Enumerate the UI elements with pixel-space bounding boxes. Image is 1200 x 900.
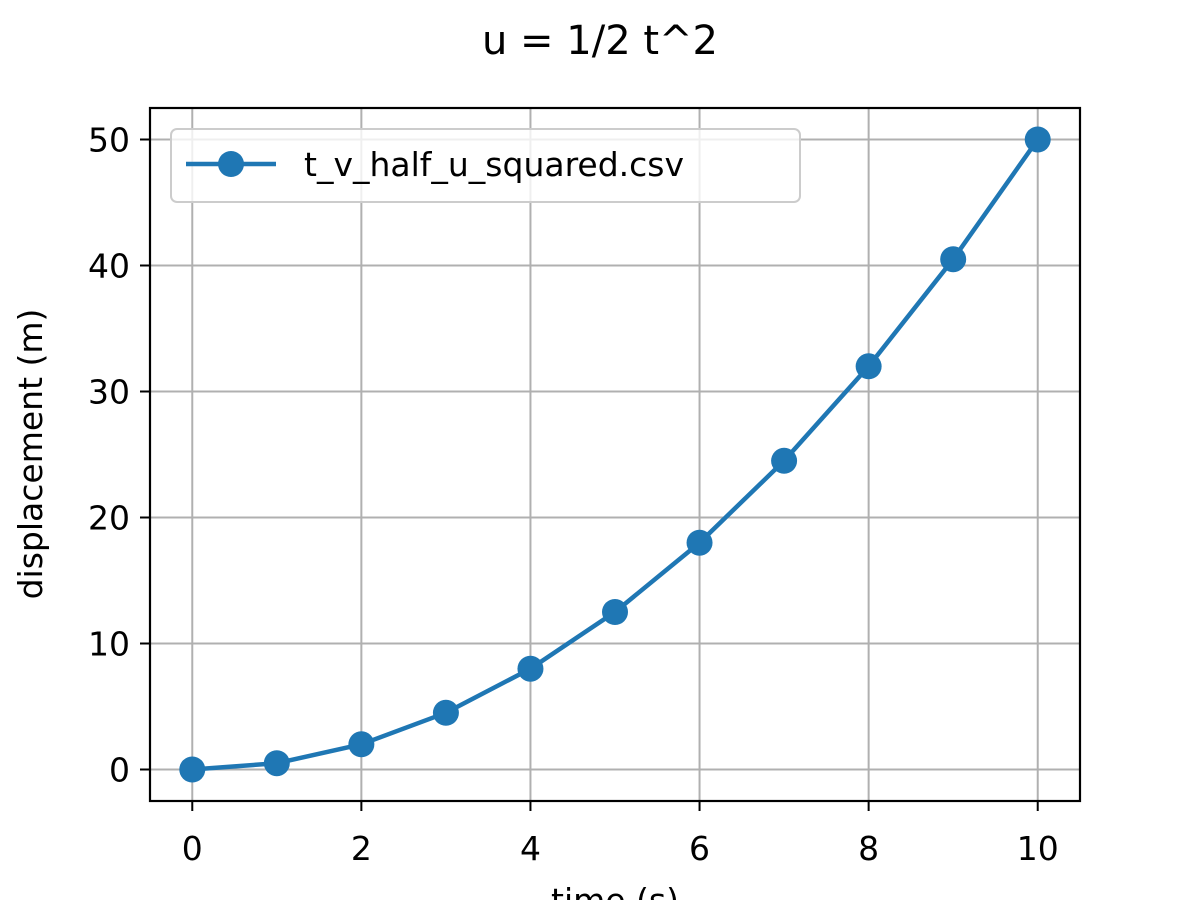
- legend-label: t_v_half_u_squared.csv: [304, 145, 684, 184]
- y-axis-label: displacement (m): [11, 309, 50, 600]
- data-point: [940, 246, 967, 273]
- data-point: [263, 750, 290, 777]
- data-point: [517, 655, 544, 682]
- data-point: [1024, 126, 1051, 153]
- legend-box: [170, 128, 801, 203]
- data-point: [432, 699, 459, 726]
- y-tick-label: 10: [88, 625, 130, 664]
- y-tick-label: 50: [88, 121, 130, 160]
- x-tick-label: 8: [858, 829, 879, 868]
- x-tick-label: 6: [689, 829, 710, 868]
- x-tick-label: 4: [520, 829, 541, 868]
- data-point: [348, 731, 375, 758]
- y-tick-label: 30: [88, 373, 130, 412]
- chart-title: u = 1/2 t^2: [482, 18, 718, 64]
- plot-frame: [148, 106, 1082, 803]
- x-axis-label: time (s): [551, 881, 679, 900]
- data-point: [602, 599, 628, 625]
- y-tick-label: 0: [109, 751, 130, 790]
- x-tick-label: 2: [351, 829, 372, 868]
- y-tick-label: 40: [88, 247, 130, 286]
- data-point: [686, 529, 713, 556]
- y-tick-label: 20: [88, 499, 130, 538]
- axis-ticks: 0 2 4 6 8 10 0 10 20 30 40 50: [88, 121, 1059, 869]
- x-tick-label: 10: [1017, 829, 1059, 868]
- grid-lines: [150, 108, 1080, 801]
- series-layer: [179, 126, 1051, 783]
- data-point: [771, 447, 798, 474]
- legend-marker-sample: [218, 151, 244, 177]
- x-tick-label: 0: [182, 829, 203, 868]
- data-point: [179, 756, 206, 783]
- legend: t_v_half_u_squared.csv: [170, 128, 801, 203]
- data-point: [855, 353, 882, 380]
